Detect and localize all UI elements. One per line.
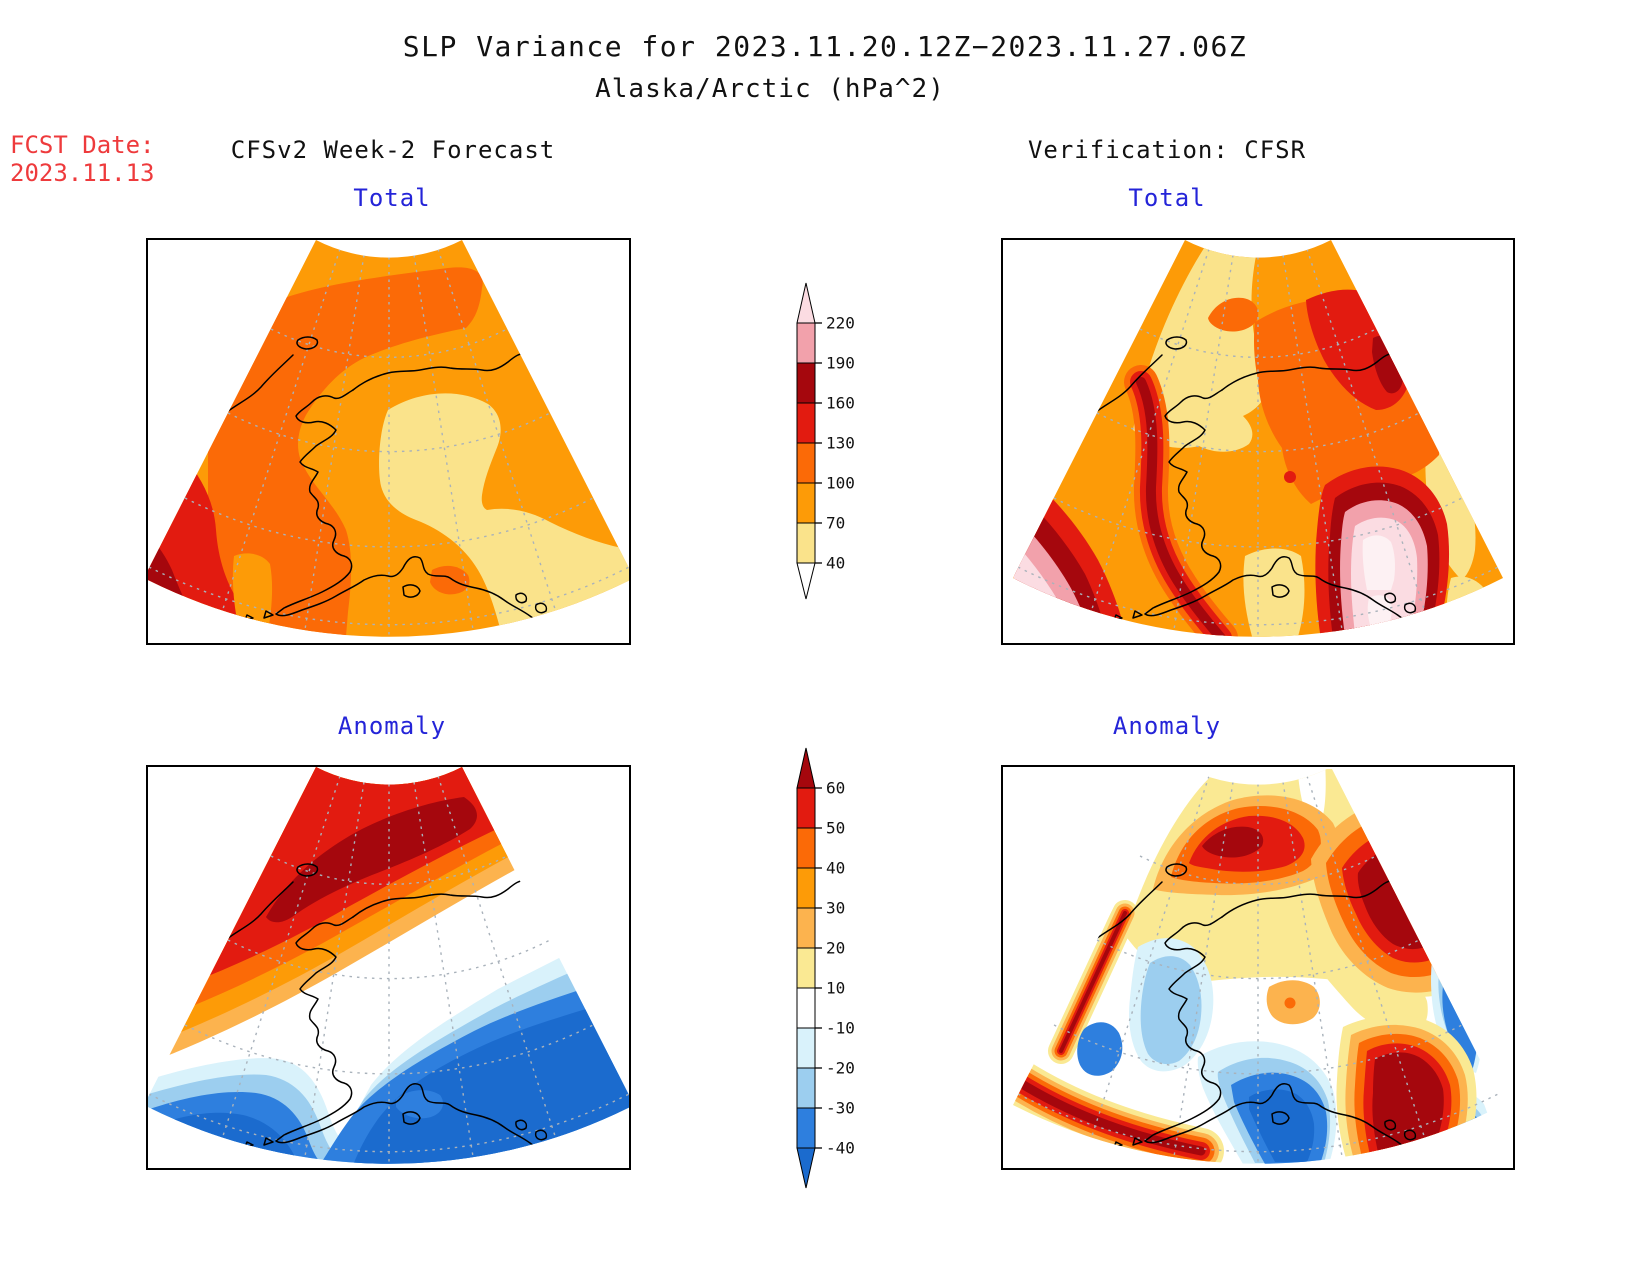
panel-title-verification-anomaly: Anomaly	[1112, 712, 1222, 740]
map-verification-total	[1001, 238, 1515, 645]
colorbar-total: 220 190 160 130 100 70 40	[796, 282, 855, 600]
colorbar-tick-label: -40	[826, 1139, 855, 1158]
colorbar-tick-label: 160	[826, 394, 855, 413]
colorbar-tick-label: 70	[826, 514, 845, 533]
colorbar-anomaly: 60 50 40 30 20 10 -10 -20 -30 -40	[796, 747, 855, 1189]
graticule	[1017, 775, 1499, 1164]
graticule	[148, 248, 629, 637]
map-forecast-total-svg	[148, 240, 629, 637]
colorbar-tick-label: 40	[826, 554, 845, 573]
map-forecast-total	[146, 238, 631, 645]
column-header-forecast: CFSv2 Week-2 Forecast	[230, 136, 556, 164]
figure-title: SLP Variance for 2023.11.20.12Z−2023.11.…	[402, 30, 1248, 63]
map-forecast-anomaly-svg	[148, 767, 629, 1164]
colorbar-tick-label: -10	[826, 1019, 855, 1038]
colorbar-tick-label: 220	[826, 314, 855, 333]
forecast-date-label: FCST Date:	[10, 131, 155, 159]
colorbar-tick-label: 60	[826, 779, 845, 798]
figure-subtitle: Alaska/Arctic (hPa^2)	[595, 74, 945, 104]
panel-title-forecast-anomaly: Anomaly	[337, 712, 447, 740]
colorbar-tick-label: -30	[826, 1099, 855, 1118]
colorbar-tick-label: 190	[826, 354, 855, 373]
colorbar-tick-label: 20	[826, 939, 845, 958]
map-verification-total-svg	[1013, 240, 1503, 637]
column-header-verification: Verification: CFSR	[1027, 136, 1307, 164]
colorbar-tick-label: 10	[826, 979, 845, 998]
graticule	[148, 775, 629, 1164]
panel-title-forecast-total: Total	[353, 184, 431, 212]
colorbar-tick-label: 100	[826, 474, 855, 493]
colorbar-tick-label: 50	[826, 819, 845, 838]
colorbar-tick-label: 30	[826, 899, 845, 918]
panel-title-verification-total: Total	[1128, 184, 1206, 212]
map-verification-anomaly	[1001, 765, 1515, 1170]
colorbar-tick-label: 40	[826, 859, 845, 878]
map-verification-anomaly-svg	[1013, 767, 1503, 1164]
forecast-date-block: FCST Date: 2023.11.13	[10, 131, 155, 187]
forecast-date-value: 2023.11.13	[10, 159, 155, 187]
graticule	[1017, 248, 1499, 637]
colorbar-tick-label: 130	[826, 434, 855, 453]
colorbar-tick-label: -20	[826, 1059, 855, 1078]
map-forecast-anomaly	[146, 765, 631, 1170]
